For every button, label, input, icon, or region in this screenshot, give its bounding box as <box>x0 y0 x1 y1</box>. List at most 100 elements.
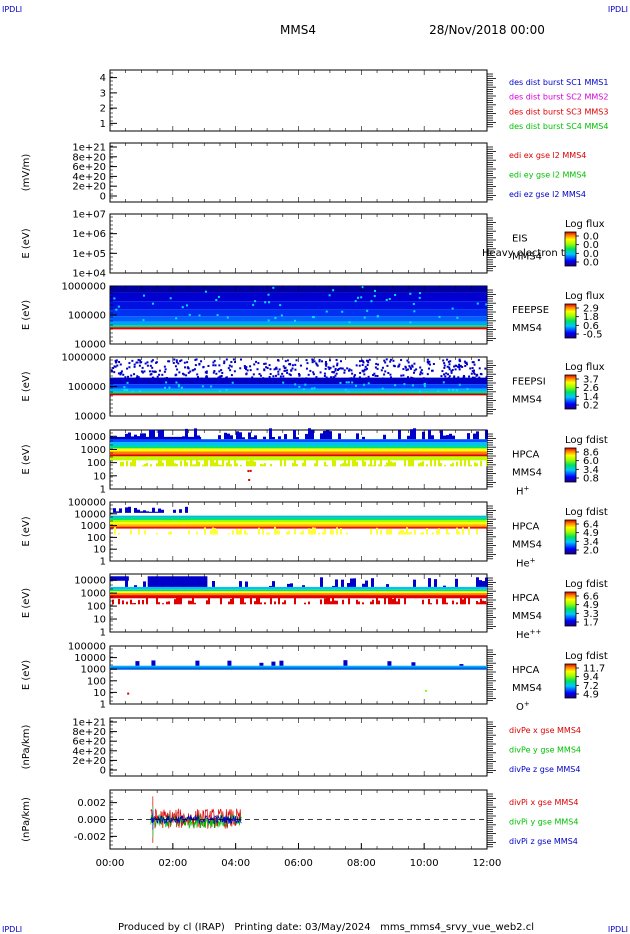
hpca-low-cell <box>486 457 488 467</box>
y-tick-label: 1000 <box>81 445 106 456</box>
hpca-low-cell <box>236 528 238 535</box>
hpca-low-cell <box>302 462 304 467</box>
sparse-cell <box>312 373 315 376</box>
sparse-cell <box>282 365 285 368</box>
spectrogram-speck <box>370 300 373 303</box>
spectrogram-band <box>110 445 487 449</box>
spectrogram-speck <box>403 383 406 386</box>
sparse-cell <box>334 374 337 377</box>
hpca-low-cell <box>304 602 306 605</box>
hpca-low-cell <box>166 457 168 467</box>
sparse-cell <box>315 362 318 365</box>
sparse-cell <box>448 375 451 378</box>
spectrogram-band <box>110 393 487 396</box>
species-label: O+ <box>516 700 530 713</box>
spectrogram-band <box>110 589 487 592</box>
sparse-cell <box>219 375 222 378</box>
sparse-cell <box>130 374 133 377</box>
sparse-cell <box>465 361 468 364</box>
sparse-cell <box>204 371 207 374</box>
sparse-cell <box>366 367 369 370</box>
sparse-cell <box>136 361 139 364</box>
spectrogram-speck <box>248 478 251 481</box>
hpca-top-cell <box>485 577 488 587</box>
hpca-low-cell <box>478 602 480 605</box>
sparse-cell <box>412 371 415 374</box>
hpca-low-cell <box>410 457 412 467</box>
sparse-cell <box>386 364 389 367</box>
hpca-low-cell <box>122 461 124 467</box>
sparse-cell <box>305 367 308 370</box>
y-tick-label: 10000 <box>74 509 106 520</box>
hpca-low-cell <box>274 526 276 535</box>
spectrogram-band <box>110 576 129 581</box>
instrument-label: HPCA <box>512 450 540 461</box>
species-label: He++ <box>516 628 542 641</box>
sparse-cell <box>283 369 286 372</box>
colorbar-tick-label: 3.3 <box>583 609 599 620</box>
sparse-cell <box>366 364 369 367</box>
series-divPi-z-gse-MMS4 <box>150 810 242 830</box>
sparse-cell <box>309 369 312 372</box>
spectrogram-speck <box>458 383 461 386</box>
hpca-low-cell <box>456 527 458 535</box>
hpca-low-cell <box>406 527 408 535</box>
spectrogram-speck <box>280 314 283 317</box>
sparse-cell <box>389 373 392 376</box>
hpca-low-cell <box>246 460 248 467</box>
hpca-top-cell <box>320 433 323 440</box>
sparse-cell <box>266 367 269 370</box>
sparse-cell <box>468 375 471 378</box>
hpca-top-cell <box>224 432 227 440</box>
sparse-cell <box>191 369 194 372</box>
hpca-low-cell <box>288 530 290 535</box>
hpca-top-cell <box>440 430 443 440</box>
hpca-low-cell <box>258 527 260 535</box>
y-axis-label: (mV/m) <box>21 154 32 192</box>
hpca-low-cell <box>132 603 134 605</box>
sparse-cell <box>384 361 387 364</box>
hpca-low-cell <box>342 463 344 467</box>
y-tick-label: 1e+21 <box>72 718 106 729</box>
hpca-low-cell <box>118 532 120 535</box>
hpca-low-cell <box>270 598 272 605</box>
sparse-cell <box>389 360 392 363</box>
panel-frame <box>109 645 488 705</box>
hpca-top-cell <box>383 434 386 440</box>
hpca-low-cell <box>370 601 372 605</box>
sparse-cell <box>472 361 475 364</box>
hpca-low-cell <box>470 464 472 467</box>
sparse-cell <box>119 363 122 366</box>
colorbar-tick-label: 11.7 <box>583 664 605 675</box>
sparse-cell <box>264 362 267 365</box>
sparse-cell <box>286 359 289 362</box>
hpca-low-cell <box>404 460 406 467</box>
sparse-cell <box>146 361 149 364</box>
hpca-top-cell <box>428 578 431 587</box>
hpca-low-cell <box>284 459 286 467</box>
hpca-low-cell <box>144 530 146 535</box>
hpca-low-cell <box>204 457 206 467</box>
sparse-cell <box>376 367 379 370</box>
spectrogram-band <box>110 451 487 455</box>
hpca-top-cell <box>185 428 188 440</box>
hpca-top-cell <box>311 430 314 440</box>
hpca-low-cell <box>474 462 476 467</box>
sparse-cell <box>315 376 318 379</box>
hpca-low-cell <box>400 529 402 535</box>
sparse-cell <box>420 369 423 372</box>
x-tick-label: 08:00 <box>347 858 376 869</box>
hpca-low-cell <box>302 530 304 535</box>
spectrogram-speck <box>310 387 313 390</box>
spectrogram-speck <box>437 390 440 393</box>
sparse-cell <box>220 374 223 377</box>
spectrogram-speck <box>344 388 347 391</box>
hpca-low-cell <box>160 460 162 467</box>
spectrogram-speck <box>139 390 142 393</box>
sparse-cell <box>448 363 451 366</box>
hpca-top-cell <box>152 429 155 440</box>
sparse-cell <box>167 360 170 363</box>
hpca-top-cell <box>134 507 137 513</box>
sparse-cell <box>174 365 177 368</box>
hpca-top-cell <box>305 433 308 440</box>
